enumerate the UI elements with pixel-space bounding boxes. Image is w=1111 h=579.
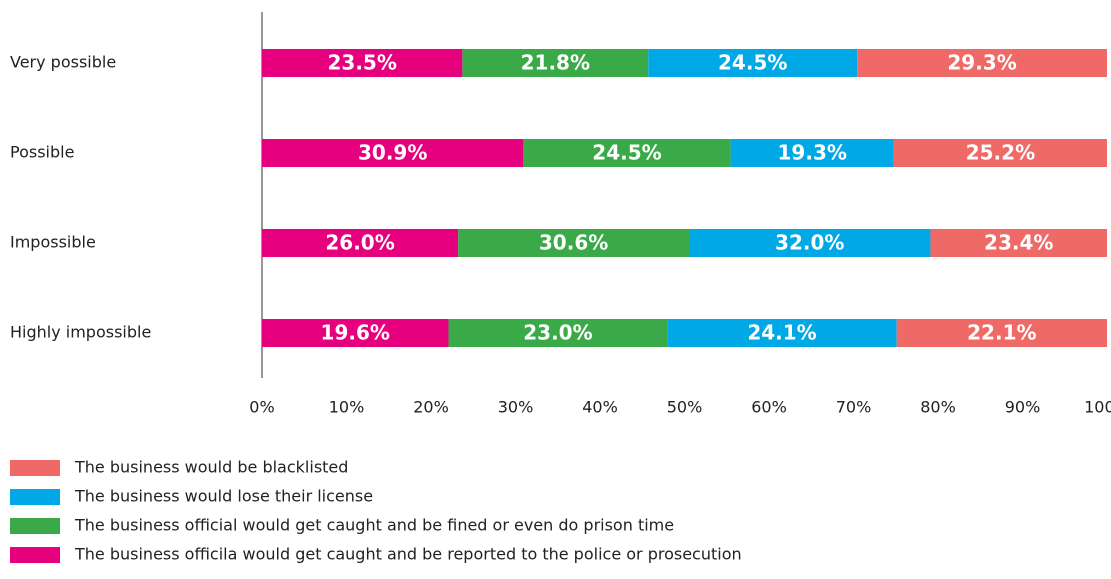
x-tick-label: 50% <box>667 398 703 417</box>
bar-segment <box>896 319 1107 347</box>
bar-segment <box>262 319 449 347</box>
value-label: 23.4% <box>984 231 1053 255</box>
value-label: 24.1% <box>747 321 816 345</box>
legend-label: The business official would get caught a… <box>74 516 674 535</box>
legend-label: The business would lose their license <box>74 487 373 506</box>
value-label: 23.0% <box>523 321 592 345</box>
category-label: Possible <box>10 143 74 162</box>
x-tick-label: 20% <box>413 398 449 417</box>
value-label: 25.2% <box>966 141 1035 165</box>
value-label: 30.9% <box>358 141 427 165</box>
value-label: 24.5% <box>718 51 787 75</box>
bar-segment <box>930 229 1107 257</box>
x-tick-label: 70% <box>836 398 872 417</box>
x-tick-label: 40% <box>582 398 618 417</box>
legend-swatch <box>10 489 60 505</box>
value-label: 30.6% <box>539 231 608 255</box>
bar-segment <box>262 229 459 257</box>
bar-segment <box>262 139 524 167</box>
value-label: 26.0% <box>325 231 394 255</box>
bar-segment <box>458 229 690 257</box>
bar-segment <box>689 229 931 257</box>
x-tick-label: 30% <box>498 398 534 417</box>
bar-segment <box>730 139 894 167</box>
value-label: 19.6% <box>321 321 390 345</box>
bar-segment <box>262 49 463 77</box>
bar-segment <box>648 49 858 77</box>
x-tick-label: 10% <box>329 398 365 417</box>
x-tick-label: 100% <box>1084 398 1111 417</box>
value-label: 24.5% <box>592 141 661 165</box>
bar-segment <box>857 49 1107 77</box>
category-label: Highly impossible <box>10 323 151 342</box>
x-tick-label: 60% <box>751 398 787 417</box>
legend-label: The business officila would get caught a… <box>74 545 742 564</box>
category-label: Impossible <box>10 233 96 252</box>
bar-segment <box>893 139 1107 167</box>
x-tick-label: 0% <box>249 398 274 417</box>
value-label: 23.5% <box>327 51 396 75</box>
value-label: 22.1% <box>967 321 1036 345</box>
value-label: 32.0% <box>775 231 844 255</box>
legend-swatch <box>10 518 60 534</box>
bar-segment <box>462 49 649 77</box>
bar-segment <box>523 139 731 167</box>
value-label: 19.3% <box>778 141 847 165</box>
bar-segment <box>448 319 668 347</box>
value-label: 29.3% <box>947 51 1016 75</box>
category-label: Very possible <box>10 53 116 72</box>
value-label: 21.8% <box>521 51 590 75</box>
x-tick-label: 90% <box>1005 398 1041 417</box>
bar-segment <box>667 319 897 347</box>
x-tick-label: 80% <box>920 398 956 417</box>
legend-swatch <box>10 460 60 476</box>
legend-swatch <box>10 547 60 563</box>
legend-label: The business would be blacklisted <box>74 458 348 477</box>
